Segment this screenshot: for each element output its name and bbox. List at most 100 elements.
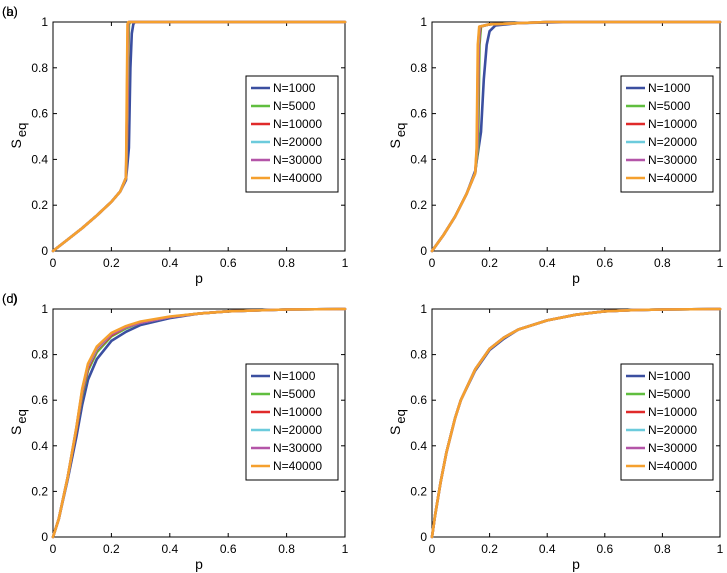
axes-frame	[431, 308, 721, 538]
legend-entry: N=10000	[648, 405, 697, 419]
y-tick-label: 0.8	[31, 61, 48, 75]
legend-entry: N=20000	[273, 135, 322, 149]
y-axis-label-main: S	[8, 426, 24, 435]
legend-entry: N=40000	[273, 459, 322, 473]
x-axis-label: p	[195, 556, 203, 572]
legend-entry: N=5000	[648, 99, 691, 113]
panel-label: (c)	[2, 291, 17, 306]
y-tick-label: 0.8	[410, 61, 427, 75]
legend-entry: N=40000	[273, 171, 322, 185]
y-tick-label: 0.6	[31, 393, 48, 407]
y-axis-label-main: S	[387, 139, 403, 148]
y-axis-label-main: S	[387, 426, 403, 435]
x-tick-label: 1	[717, 542, 724, 556]
x-tick-label: 0.2	[103, 542, 120, 556]
legend: N=1000 N=5000 N=10000 N=20000 N=30000 N=40000	[245, 75, 339, 193]
y-axis-label: Seq	[8, 409, 29, 435]
x-tick-label: 0.6	[596, 542, 613, 556]
legend-entry: N=40000	[648, 171, 697, 185]
chart-panel-1: (a) 0 0.2 0.4 0.6 0.8 1 0 0.2 0.4 0.6 0.8 1 p Seq N=100…	[2, 4, 349, 286]
y-tick-label: 0.6	[410, 393, 427, 407]
legend-entry: N=10000	[648, 117, 697, 131]
x-tick-label: 0.8	[654, 256, 671, 270]
x-tick-label: 1	[342, 256, 349, 270]
legend-box	[245, 75, 339, 193]
legend-entry: N=30000	[648, 441, 697, 455]
y-tick-label: 1	[41, 15, 48, 29]
y-tick-label: 0.4	[410, 439, 427, 453]
legend-entry: N=40000	[648, 459, 697, 473]
y-tick-label: 0.8	[31, 348, 48, 362]
y-tick-label: 0	[41, 244, 48, 258]
panel-label: (d)	[2, 291, 18, 306]
x-tick-label: 0.6	[596, 256, 613, 270]
legend-entry: N=1000	[273, 81, 316, 95]
y-tick-label: 0.4	[31, 152, 48, 166]
legend-entry: N=5000	[273, 99, 316, 113]
x-tick-label: 0.8	[278, 256, 295, 270]
series-line-n-40000	[51, 20, 347, 253]
legend-entry: N=20000	[648, 135, 697, 149]
x-tick-label: 0.6	[220, 542, 237, 556]
legend-entry: N=30000	[273, 441, 322, 455]
x-tick-label: 0	[429, 542, 436, 556]
legend-entry: N=1000	[648, 369, 691, 383]
y-tick-label: 0	[420, 530, 427, 544]
x-tick-label: 0	[50, 542, 57, 556]
y-tick-label: 1	[420, 15, 427, 29]
x-axis-label: p	[195, 270, 203, 286]
y-tick-label: 0	[41, 530, 48, 544]
series-line-n-40000	[430, 307, 722, 539]
legend-entry: N=20000	[648, 423, 697, 437]
x-tick-label: 0.2	[481, 542, 498, 556]
y-axis-label-sub: eq	[393, 409, 408, 423]
legend: N=1000 N=5000 N=10000 N=20000 N=30000 N=40000	[620, 363, 714, 481]
x-tick-label: 1	[717, 256, 724, 270]
legend-entry: N=1000	[648, 81, 691, 95]
x-tick-label: 0	[429, 256, 436, 270]
panel-label: (a)	[2, 4, 18, 19]
y-tick-label: 0.2	[410, 198, 427, 212]
x-tick-label: 0.8	[654, 542, 671, 556]
chart-panel-3: (c) 0 0.2 0.4 0.6 0.8 1 0 0.2 0.4 0.6 0.8 1 p Seq N=100…	[2, 291, 349, 572]
panel-label: (b)	[2, 4, 18, 19]
legend-entry: N=30000	[648, 153, 697, 167]
legend-entry: N=20000	[273, 423, 322, 437]
x-tick-label: 1	[342, 542, 349, 556]
y-axis-label-sub: eq	[14, 409, 29, 423]
x-tick-label: 0.6	[220, 256, 237, 270]
y-tick-label: 0.2	[31, 198, 48, 212]
legend-entry: N=30000	[273, 153, 322, 167]
chart-panel-4: (d) 0 0.2 0.4 0.6 0.8 1 0 0.2 0.4 0.6 0.8 1 p Seq N=100…	[2, 291, 724, 572]
y-axis-label-main: S	[8, 139, 24, 148]
y-tick-label: 0.8	[410, 348, 427, 362]
y-tick-label: 1	[41, 302, 48, 316]
legend: N=1000 N=5000 N=10000 N=20000 N=30000 N=40000	[245, 363, 339, 481]
y-tick-label: 0.6	[410, 107, 427, 121]
series-line-n-40000	[430, 20, 722, 253]
legend: N=1000 N=5000 N=10000 N=20000 N=30000 N=40000	[620, 75, 714, 193]
y-axis-label-sub: eq	[14, 123, 29, 137]
x-tick-label: 0	[50, 256, 57, 270]
x-tick-label: 0.4	[161, 542, 178, 556]
x-axis-label: p	[572, 270, 580, 286]
y-axis-label: Seq	[387, 409, 408, 435]
x-tick-label: 0.8	[278, 542, 295, 556]
x-tick-label: 0.4	[539, 542, 556, 556]
y-tick-label: 1	[420, 302, 427, 316]
legend-entry: N=10000	[273, 405, 322, 419]
y-tick-label: 0.2	[31, 484, 48, 498]
legend-entry: N=1000	[273, 369, 316, 383]
y-axis-label: Seq	[8, 123, 29, 149]
y-axis-label-sub: eq	[393, 123, 408, 137]
x-tick-label: 0.2	[103, 256, 120, 270]
legend-box	[620, 75, 714, 193]
legend-entry: N=5000	[273, 387, 316, 401]
y-axis-label: Seq	[387, 123, 408, 149]
chart-panel-2: (b) 0 0.2 0.4 0.6 0.8 1 0 0.2 0.4 0.6 0.8 1 p Seq N=100…	[2, 4, 724, 286]
x-tick-label: 0.4	[539, 256, 556, 270]
x-tick-label: 0.4	[161, 256, 178, 270]
legend-box	[245, 363, 339, 481]
legend-entry: N=5000	[648, 387, 691, 401]
